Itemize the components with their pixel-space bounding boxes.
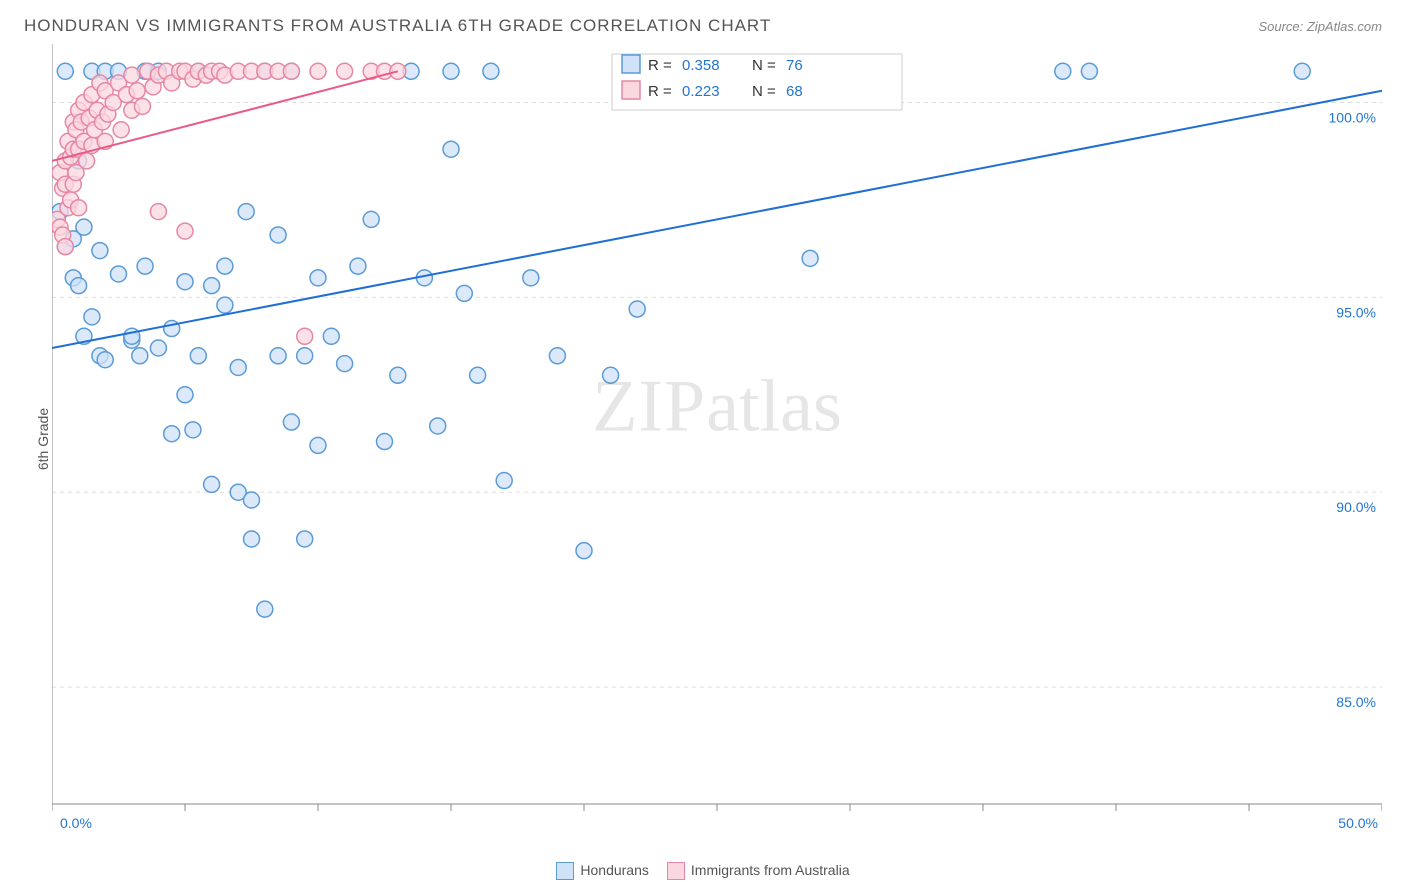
svg-text:0.358: 0.358 <box>682 57 720 74</box>
svg-text:N =: N = <box>752 57 776 74</box>
source-prefix: Source: <box>1258 19 1306 34</box>
svg-text:N =: N = <box>752 83 776 100</box>
svg-text:68: 68 <box>786 83 803 100</box>
legend-item-australia: Immigrants from Australia <box>667 862 850 880</box>
legend-swatch-hondurans <box>556 862 574 880</box>
source-citation: Source: ZipAtlas.com <box>1258 19 1382 34</box>
legend-item-hondurans: Hondurans <box>556 862 649 880</box>
legend-label-hondurans: Hondurans <box>580 862 649 878</box>
svg-text:100.0%: 100.0% <box>1329 109 1376 125</box>
svg-text:R =: R = <box>648 57 672 74</box>
chart-title: HONDURAN VS IMMIGRANTS FROM AUSTRALIA 6T… <box>24 16 771 36</box>
svg-text:90.0%: 90.0% <box>1336 499 1376 515</box>
legend-label-australia: Immigrants from Australia <box>691 862 850 878</box>
svg-text:50.0%: 50.0% <box>1338 815 1378 831</box>
svg-text:85.0%: 85.0% <box>1336 694 1376 710</box>
svg-text:R =: R = <box>648 83 672 100</box>
svg-text:0.223: 0.223 <box>682 83 720 100</box>
svg-text:0.0%: 0.0% <box>60 815 92 831</box>
source-link[interactable]: ZipAtlas.com <box>1307 19 1382 34</box>
svg-text:76: 76 <box>786 57 803 74</box>
legend-swatch-australia <box>667 862 685 880</box>
scatter-chart: 85.0% 90.0% 95.0% 100.0% 0.0% 50.0% R = 0.358 N… <box>52 44 1382 834</box>
footer-legend: Hondurans Immigrants from Australia <box>0 862 1406 880</box>
y-axis-label: 6th Grade <box>35 408 51 470</box>
svg-text:95.0%: 95.0% <box>1336 304 1376 320</box>
